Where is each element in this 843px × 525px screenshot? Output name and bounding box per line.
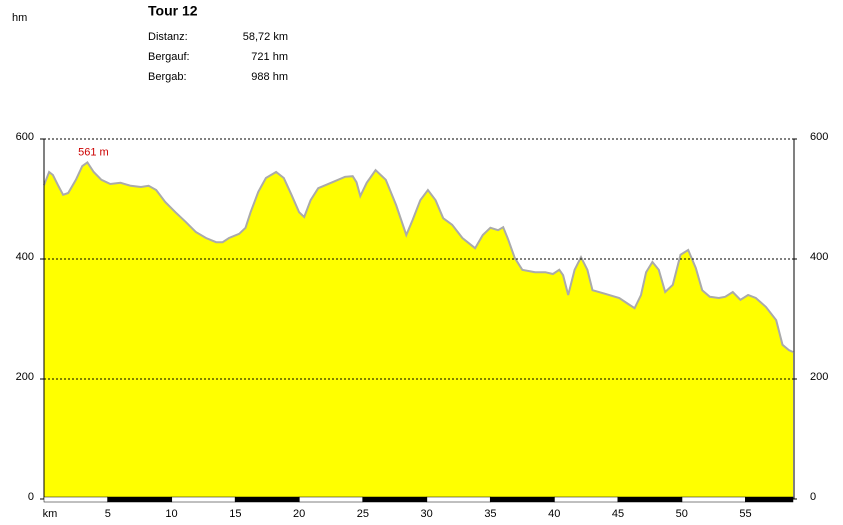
y-tick-label: 0 — [28, 491, 34, 503]
y-axis-label: hm — [12, 12, 27, 24]
axis-band — [553, 496, 619, 503]
stat-label: Bergauf: — [148, 51, 190, 63]
x-tick-label: 20 — [293, 508, 305, 520]
axis-band — [490, 496, 555, 503]
stat-value: 988 hm — [251, 71, 288, 83]
axis-band — [426, 496, 491, 503]
y2-tick-label: 400 — [810, 251, 828, 263]
stat-value: 721 hm — [251, 51, 288, 63]
x-tick-label: 25 — [357, 508, 369, 520]
axis-band — [171, 496, 236, 503]
stat-label: Distanz: — [148, 31, 188, 43]
x-tick-label: 35 — [484, 508, 496, 520]
x-tick-label: 40 — [548, 508, 560, 520]
axis-band — [681, 496, 746, 503]
axis-band — [362, 496, 427, 503]
stat-label: Bergab: — [148, 71, 187, 83]
x-tick-label: 30 — [421, 508, 433, 520]
y2-tick-label: 0 — [810, 491, 816, 503]
y-tick-label: 200 — [16, 371, 34, 383]
max-annotation: 561 m — [78, 146, 109, 158]
axis-band — [107, 496, 172, 503]
x-axis-label: km — [43, 508, 58, 520]
x-tick-label: 15 — [229, 508, 241, 520]
x-tick-label: 50 — [676, 508, 688, 520]
axis-band — [298, 496, 364, 503]
axis-band — [745, 496, 794, 503]
y-tick-label: 600 — [16, 131, 34, 143]
y2-tick-label: 600 — [810, 131, 828, 143]
axis-band — [617, 496, 683, 503]
axis-band — [43, 496, 109, 503]
chart-title: Tour 12 — [148, 3, 198, 19]
elevation-line — [43, 160, 794, 353]
y2-tick-label: 200 — [810, 371, 828, 383]
x-tick-label: 10 — [165, 508, 177, 520]
axis-band — [235, 496, 300, 503]
stat-value: 58,72 km — [243, 31, 288, 43]
x-tick-label: 5 — [105, 508, 111, 520]
elevation-area — [44, 162, 793, 499]
x-tick-label: 45 — [612, 508, 624, 520]
x-tick-label: 55 — [739, 508, 751, 520]
y-tick-label: 400 — [16, 251, 34, 263]
